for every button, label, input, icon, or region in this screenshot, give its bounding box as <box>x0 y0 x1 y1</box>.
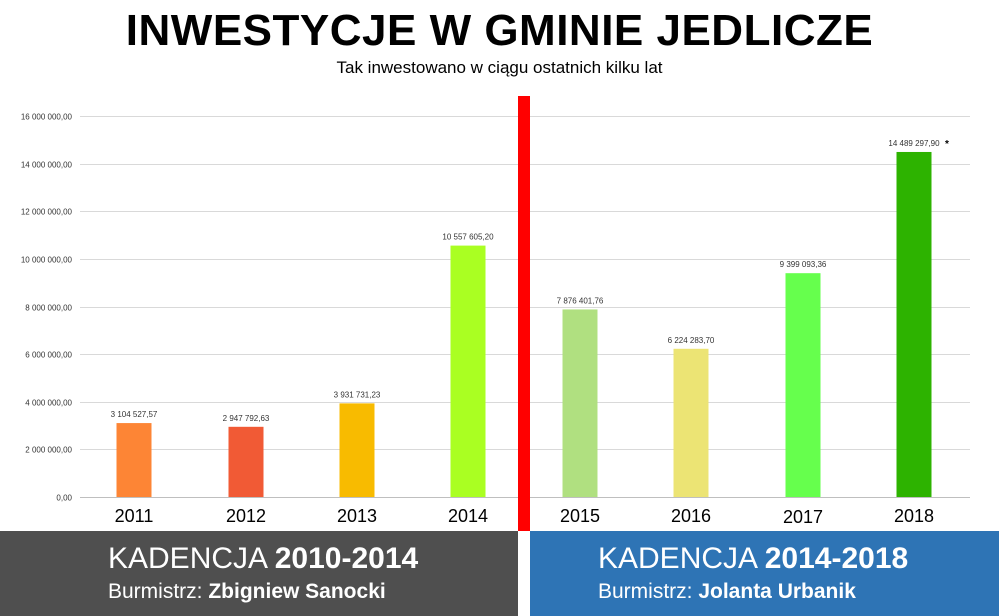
bar <box>228 426 264 497</box>
term-heading: KADENCJA 2014-2018 <box>598 541 908 577</box>
term-panel-2014-2018: KADENCJA 2014-2018 Burmistrz: Jolanta Ur… <box>530 531 999 616</box>
x-tick-label: 2016 <box>671 506 711 526</box>
x-tick-label: 2014 <box>448 506 488 526</box>
chart-title: INWESTYCJE W GMINIE JEDLICZE <box>125 6 874 55</box>
y-tick-label: 12 000 000,00 <box>21 208 73 217</box>
data-label: 6 224 283,70 <box>668 336 715 345</box>
term-prefix: KADENCJA <box>598 542 765 575</box>
data-label: 3 931 731,23 <box>334 390 381 399</box>
x-tick-label: 2015 <box>560 506 600 526</box>
data-label: 3 104 527,57 <box>111 410 158 419</box>
bar <box>450 245 486 497</box>
y-tick-label: 14 000 000,00 <box>21 161 73 170</box>
mayor-name: Jolanta Urbanik <box>698 580 856 603</box>
data-label: 9 399 093,36 <box>780 260 827 269</box>
term-years: 2014-2018 <box>764 542 909 575</box>
x-tick-label: 2013 <box>337 506 377 526</box>
data-label: 10 557 605,20 <box>442 233 494 242</box>
bar <box>339 403 375 497</box>
mayor-prefix: Burmistrz: <box>598 580 699 603</box>
bar <box>896 151 932 498</box>
term-years: 2010-2014 <box>274 542 419 575</box>
term-heading: KADENCJA 2010-2014 <box>108 541 418 577</box>
y-tick-label: 10 000 000,00 <box>21 256 73 265</box>
data-label: 7 876 401,76 <box>557 296 604 305</box>
mayor-prefix: Burmistrz: <box>108 580 209 603</box>
bar-chart: 0,00 2 000 000,00 4 000 000,00 6 000 000,00… <box>21 96 970 531</box>
y-tick-label: 2 000 000,00 <box>25 446 72 455</box>
y-tick-label: 16 000 000,00 <box>21 113 73 122</box>
bar <box>116 423 152 497</box>
term-divider <box>518 96 530 531</box>
y-tick-label: 8 000 000,00 <box>25 304 72 313</box>
term-panel-2010-2014: KADENCJA 2010-2014 Burmistrz: Zbigniew S… <box>0 531 518 616</box>
bar <box>785 273 821 497</box>
y-tick-label: 6 000 000,00 <box>25 351 72 360</box>
data-label-footnote-mark: * <box>945 139 949 150</box>
mayor-line: Burmistrz: Jolanta Urbanik <box>598 579 856 605</box>
bar <box>673 348 709 497</box>
mayor-line: Burmistrz: Zbigniew Sanocki <box>108 579 386 605</box>
data-label: 14 489 297,90 <box>888 139 940 148</box>
x-tick-label: 2018 <box>894 506 934 526</box>
y-tick-label: 0,00 <box>56 494 72 503</box>
y-tick-label: 4 000 000,00 <box>25 399 72 408</box>
mayor-name: Zbigniew Sanocki <box>208 580 386 603</box>
data-label: 2 947 792,63 <box>223 414 270 423</box>
chart-subtitle: Tak inwestowano w ciągu ostatnich kilku … <box>336 58 663 77</box>
x-tick-label: 2011 <box>115 506 154 526</box>
bar <box>562 309 598 497</box>
term-prefix: KADENCJA <box>108 542 275 575</box>
x-tick-label: 2017 <box>783 507 823 527</box>
x-tick-label: 2012 <box>226 506 266 526</box>
